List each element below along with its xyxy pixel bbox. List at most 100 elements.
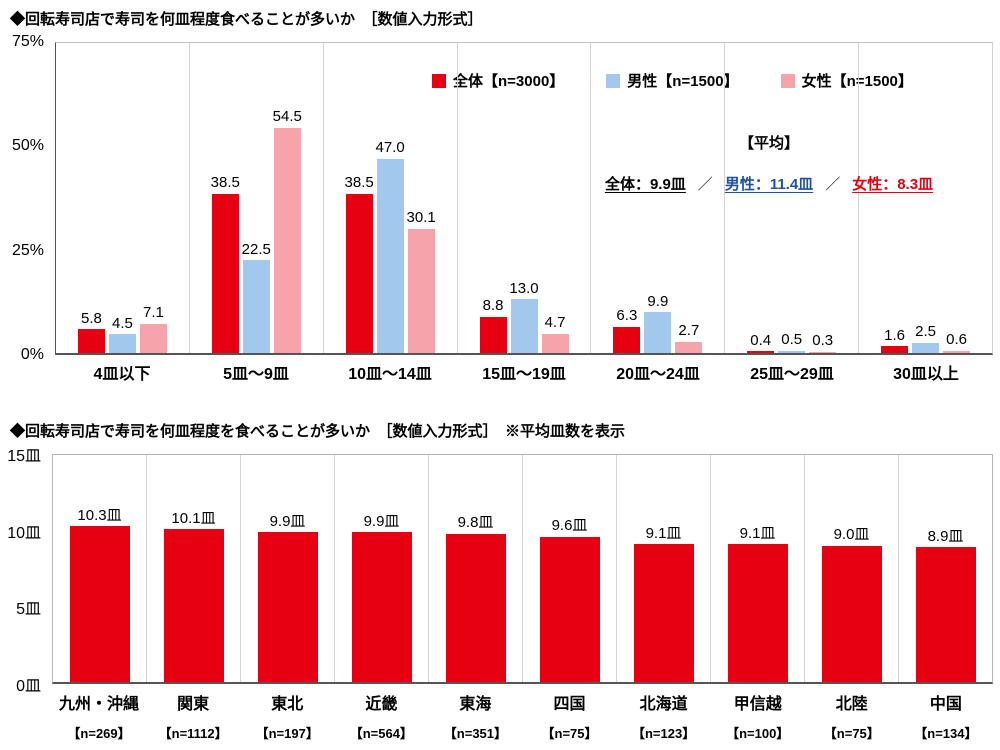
bar [821, 545, 882, 682]
bar [139, 323, 167, 353]
bar-wrap: 10.3皿 [69, 455, 130, 682]
bar-wrap: 47.0 [375, 43, 405, 353]
bar-column: 9.1皿 [711, 455, 805, 682]
category-label: 4皿以下 [93, 366, 151, 383]
average-values: 全体：9.9皿 ／ 男性：11.4皿 ／ 女性：8.3皿 [545, 173, 993, 194]
bar-wrap: 0.3 [809, 43, 837, 353]
y-tick-label: 10皿 [7, 524, 41, 542]
bar-wrap: 0.6 [943, 43, 971, 353]
bar-value-label: 38.5 [344, 174, 374, 192]
sample-size-label: 【n=351】 [443, 726, 508, 741]
sample-size-label: 【n=197】 [255, 726, 319, 741]
region-label: 四国 [553, 696, 586, 713]
bar-wrap: 4.5 [108, 43, 136, 353]
bar [108, 334, 136, 353]
bar-value-label: 22.5 [241, 240, 271, 258]
bar-value-label: 8.8 [482, 297, 504, 315]
bar-wrap: 9.9 [644, 43, 672, 353]
bar-wrap: 9.9皿 [351, 455, 412, 682]
average-value: 女性：8.3皿 [852, 176, 934, 193]
bar-value-label: 54.5 [272, 108, 302, 126]
region-label-group: 北海道 【n=123】 [617, 690, 711, 742]
category-label: 10皿～14皿 [348, 366, 432, 383]
region-label: 近畿 [365, 696, 398, 713]
bar-wrap: 9.8皿 [445, 455, 506, 682]
average-separator: ／ [697, 176, 713, 193]
region-label-group: 東北 【n=197】 [240, 690, 334, 742]
sample-size-label: 【n=269】 [67, 726, 131, 741]
bar-value-label: 9.1皿 [645, 524, 682, 542]
legend-swatch-icon [432, 73, 446, 88]
legend-label: 全体【n=3000】 [453, 73, 565, 90]
chart1-plot-area: 5.8 4.5 7.1 38.5 22.5 54.5 38.5 47.0 30.1 8.8 13.0… [55, 42, 993, 355]
bar-value-label: 9.1皿 [739, 524, 776, 542]
bar-wrap: 8.8 [479, 43, 507, 353]
bar-wrap: 9.1皿 [633, 455, 694, 682]
bar [539, 536, 600, 682]
bar [633, 544, 694, 682]
bar-wrap: 30.1 [406, 43, 436, 353]
average-value: 男性：11.4皿 [724, 176, 814, 193]
legend-item: 女性【n=1500】 [780, 70, 913, 91]
bar-column: 9.0皿 [805, 455, 899, 682]
region-label-group: 中国【n=134】 [899, 690, 993, 742]
bar-column: 9.8皿 [429, 455, 523, 682]
bar [778, 350, 806, 353]
average-heading: 【平均】 [738, 135, 799, 152]
bar-wrap: 0.5 [778, 43, 806, 353]
bar-wrap: 38.5 [344, 43, 374, 353]
bar [479, 316, 507, 353]
region-label: 関東 [177, 696, 210, 713]
region-label: 北陸 [835, 696, 868, 713]
bar-group: 5.8 4.5 7.1 [56, 43, 190, 353]
bar [881, 346, 909, 353]
bar [912, 342, 940, 353]
region-label-group: 関東 【n=1112】 [146, 690, 240, 742]
bar-column: 9.6皿 [523, 455, 617, 682]
bar [541, 333, 569, 353]
sample-size-label: 【n=75】 [823, 726, 880, 741]
bar-value-label: 30.1 [406, 209, 436, 227]
category-label: 20皿～24皿 [616, 366, 700, 383]
bar [273, 127, 301, 353]
bar [407, 228, 435, 353]
sample-size-label: 【n=564】 [349, 726, 413, 741]
bar-group: 8.8 13.0 4.7 [458, 43, 592, 353]
y-tick-label: 5皿 [16, 601, 41, 619]
bar-group: 38.5 47.0 30.1 [324, 43, 458, 353]
bar [644, 312, 672, 353]
bar [727, 544, 788, 682]
region-label: 東海 [459, 696, 492, 713]
bar-wrap: 38.5 [211, 43, 240, 353]
bar-column: 9.9皿 [241, 455, 335, 682]
category-label: 5皿～9皿 [223, 366, 289, 383]
region-label: 中国 [929, 696, 962, 713]
bar-wrap: 4.7 [541, 43, 569, 353]
category-label: 25皿～29皿 [750, 366, 834, 383]
bar-value-label: 6.3 [616, 307, 638, 325]
bar-wrap: 8.9皿 [915, 455, 976, 682]
bar-group: 1.6 2.5 0.6 [859, 43, 992, 353]
bar-value-label: 0.6 [946, 331, 968, 349]
legend-label: 男性【n=1500】 [627, 73, 739, 90]
bar [747, 351, 775, 353]
bar-value-label: 2.5 [915, 323, 937, 341]
bar-value-label: 9.0皿 [833, 526, 870, 544]
bar [675, 341, 703, 353]
bar-wrap: 22.5 [241, 43, 271, 353]
bar-wrap: 9.6皿 [539, 455, 600, 682]
chart1-legend: 全体【n=3000】 男性【n=1500】 女性【n=1500】 [432, 70, 913, 91]
bar-value-label: 2.7 [678, 322, 700, 340]
bar [163, 529, 224, 682]
bar [809, 351, 837, 353]
average-separator: ／ [825, 176, 841, 193]
bar-value-label: 9.9 [647, 292, 669, 310]
bar-value-label: 9.9皿 [269, 512, 306, 530]
bar [445, 533, 506, 682]
bar-value-label: 13.0 [509, 279, 539, 297]
bar-wrap: 0.4 [747, 43, 775, 353]
average-annotation: 【平均】 全体：9.9皿 ／ 男性：11.4皿 ／ 女性：8.3皿 [545, 132, 993, 194]
sample-size-label: 【n=134】 [914, 726, 978, 741]
bar-value-label: 47.0 [375, 139, 405, 157]
region-label: 北海道 [639, 696, 688, 713]
